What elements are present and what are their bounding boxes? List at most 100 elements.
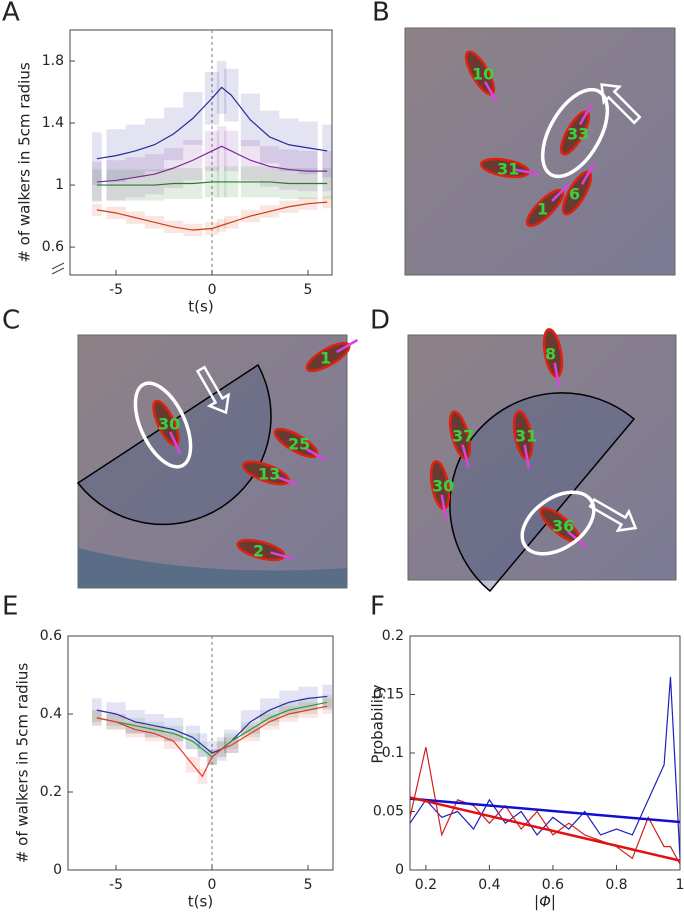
y-tick-label: 1	[55, 177, 64, 193]
walker	[236, 538, 295, 562]
x-tick-label: 0.2	[415, 877, 437, 893]
walker	[242, 460, 299, 486]
heading	[336, 338, 359, 354]
plot-area	[409, 635, 681, 871]
x-tick-label: 0.4	[478, 877, 500, 893]
x-tick-label: 0.6	[542, 877, 564, 893]
x-tick-label: 5	[304, 282, 313, 298]
y-tick-label: 0.2	[382, 628, 404, 644]
plot-area	[69, 29, 333, 276]
y-tick-label: 1.4	[42, 115, 64, 131]
x-tick-label: 0	[208, 877, 217, 893]
panel-letter: D	[370, 305, 390, 335]
photo-background	[407, 334, 677, 581]
y-axis-label: Probability	[369, 684, 387, 763]
heading	[551, 183, 570, 202]
series-line	[96, 201, 328, 231]
focus-ring	[520, 490, 596, 556]
panel-letter: B	[372, 0, 390, 27]
x-axis-label: t(s)	[188, 298, 213, 316]
walker	[525, 183, 570, 228]
heading	[274, 475, 299, 486]
fit-line	[409, 797, 681, 824]
y-tick-label: 0.2	[40, 784, 62, 800]
panel-letter: E	[2, 591, 18, 621]
heading	[553, 362, 561, 387]
walker-id: 31	[497, 160, 519, 179]
dish-edge	[78, 548, 347, 588]
heading	[304, 446, 327, 462]
x-tick-label: -5	[109, 877, 123, 893]
walker	[152, 399, 182, 455]
y-tick-label: 0.6	[42, 239, 64, 255]
walker-id: 36	[552, 517, 574, 536]
walker	[464, 50, 499, 104]
walker	[542, 328, 564, 387]
heading	[169, 431, 182, 455]
walker-id: 6	[569, 185, 580, 204]
photo-background	[404, 27, 676, 276]
series-line	[409, 747, 681, 865]
walker-id: 2	[253, 542, 264, 561]
panel-letter: C	[2, 305, 20, 335]
x-axis-label: |Φ|	[534, 893, 556, 911]
series-line	[96, 695, 328, 754]
walker-id: 30	[158, 415, 180, 434]
heading	[580, 162, 596, 185]
x-tick-label: 1	[676, 877, 684, 893]
photo: 8 37 31 30 36	[407, 328, 677, 593]
heading	[578, 102, 594, 125]
heading	[523, 444, 531, 469]
walker	[512, 410, 534, 469]
x-tick-label: 0.8	[605, 877, 627, 893]
error-band	[92, 161, 102, 203]
y-tick-label: 0	[53, 862, 62, 878]
y-tick-label: 1.8	[42, 53, 64, 69]
walker-id: 13	[258, 465, 280, 484]
series-line	[96, 145, 328, 183]
walker-id: 31	[515, 427, 537, 446]
y-tick-label: 0.05	[373, 804, 404, 820]
heading	[514, 168, 539, 176]
x-axis-label: t(s)	[188, 893, 213, 911]
focus-ring	[133, 381, 193, 469]
walker-id: 30	[432, 477, 454, 496]
walker-id: 8	[545, 345, 556, 364]
direction-arrow	[588, 497, 638, 533]
axis-break	[51, 262, 65, 275]
series-line	[96, 181, 328, 186]
y-tick-label: 0.6	[40, 628, 62, 644]
y-axis-label: # of walkers in 5cm radius	[14, 663, 32, 863]
y-axis-label: # of walkers in 5cm radius	[16, 62, 34, 262]
y-tick-label: 0.15	[373, 687, 404, 703]
heading	[270, 551, 295, 561]
walker-id: 10	[472, 65, 494, 84]
x-tick-label: -5	[109, 282, 123, 298]
walker-id: 1	[537, 200, 548, 219]
y-tick-label: 0	[395, 862, 404, 878]
heading	[461, 444, 471, 469]
walker-id: 33	[567, 125, 589, 144]
panel-letter: A	[2, 0, 20, 27]
photo: 10 33 31 1 6	[404, 27, 676, 276]
error-band	[92, 710, 102, 726]
series-line	[409, 676, 681, 859]
walker-id: 25	[288, 435, 310, 454]
y-tick-label: 0.4	[40, 706, 62, 722]
panel-letter: F	[370, 591, 385, 621]
error-band	[92, 710, 102, 726]
heading	[440, 494, 448, 519]
walker-id: 37	[452, 427, 474, 446]
heading	[483, 81, 499, 104]
walker	[480, 157, 539, 179]
direction-arrow	[195, 365, 231, 415]
series-line	[96, 705, 328, 778]
view-wedge	[449, 392, 636, 593]
x-tick-label: 5	[304, 877, 313, 893]
photo: 1 30 25 13 2	[76, 334, 359, 589]
walker	[448, 410, 472, 469]
y-tick-label: 0.1	[382, 745, 404, 761]
walker	[273, 427, 327, 462]
walker	[429, 460, 451, 519]
photo-background	[77, 334, 348, 589]
